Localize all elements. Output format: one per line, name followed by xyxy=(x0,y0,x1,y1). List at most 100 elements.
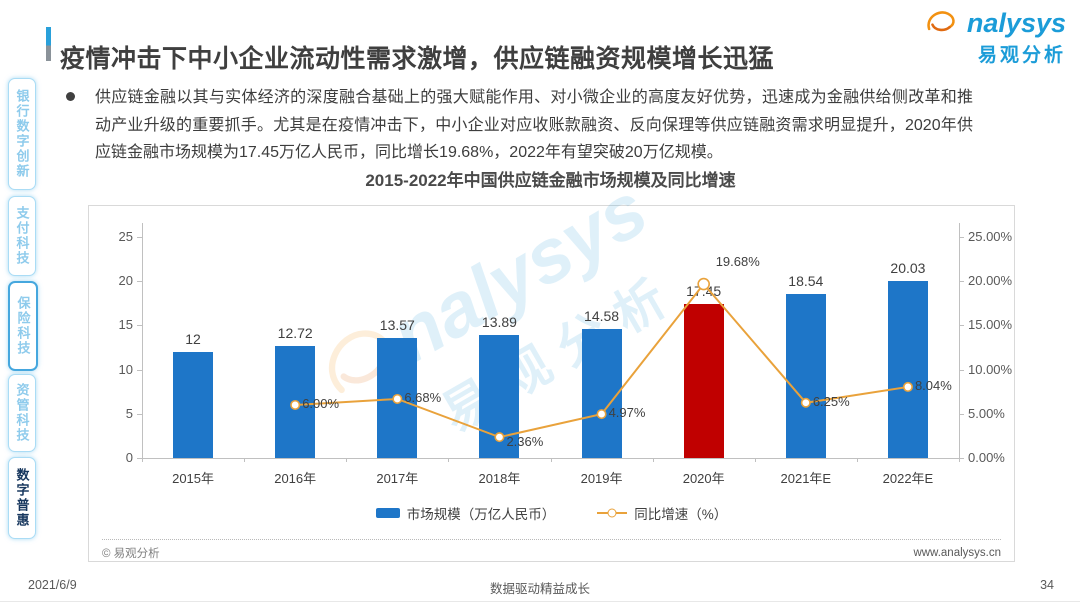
title-accent-bar xyxy=(46,27,51,61)
left-axis-tick-label: 15 xyxy=(118,317,133,333)
right-axis-tick-label: 10.00% xyxy=(968,361,1013,377)
x-axis-tick-mark xyxy=(142,458,143,462)
bar-2015年 xyxy=(173,351,214,458)
x-axis-label: 2021年E xyxy=(780,471,832,486)
x-axis-label: 2017年 xyxy=(376,471,419,486)
analysys-website-link[interactable]: www.analysys.cn xyxy=(913,547,1001,559)
chart-legend: 市场规模（万亿人民币） 同比增速（%） xyxy=(89,503,1014,523)
legend-line-label: 同比增速（%） xyxy=(634,507,728,522)
bar-value-label: 20.03 xyxy=(890,259,926,276)
right-axis-tick-mark xyxy=(959,281,964,283)
right-axis-line xyxy=(959,223,960,458)
growth-point-marker xyxy=(800,397,811,408)
x-axis-label: 2020年 xyxy=(682,471,725,486)
x-axis-tick-mark xyxy=(346,458,348,462)
bar-value-label: 18.54 xyxy=(788,273,824,290)
x-axis-label: 2019年 xyxy=(580,471,623,486)
page-title: 疫情冲击下中小企业流动性需求激增，供应链融资规模增长迅猛 xyxy=(60,44,775,73)
right-axis-tick-label: 5.00% xyxy=(968,405,1005,421)
right-axis-tick-mark xyxy=(959,237,964,238)
bar-value-label: 13.89 xyxy=(481,314,517,331)
legend-item-growth-rate: 同比增速（%） xyxy=(597,503,727,523)
growth-line-svg xyxy=(290,277,913,443)
right-axis-tick-label: 15.00% xyxy=(968,317,1013,333)
legend-line-swatch xyxy=(597,508,628,518)
x-axis-tick-mark xyxy=(856,458,858,462)
sidebar-tab-insurance-tech[interactable]: 保险科技 xyxy=(8,281,38,371)
bar-2022年E xyxy=(887,280,928,458)
growth-value-label: 6.00% xyxy=(302,395,340,411)
growth-value-label: 2.36% xyxy=(506,434,544,450)
left-axis-line xyxy=(142,223,143,458)
x-axis-tick-mark xyxy=(244,458,246,462)
x-axis-label: 2016年 xyxy=(274,471,317,486)
growth-point-marker xyxy=(902,381,913,392)
bar-value-label: 14.58 xyxy=(584,308,620,325)
analysys-logo: nalysys 易观分析 xyxy=(927,8,1066,67)
growth-point-marker xyxy=(290,399,301,410)
bar-value-label: 13.57 xyxy=(379,317,415,334)
left-axis-tick-mark xyxy=(137,237,142,238)
growth-value-label: 6.68% xyxy=(404,389,442,405)
legend-bar-label: 市场规模（万亿人民币） xyxy=(406,507,556,522)
x-axis-label: 2018年 xyxy=(478,471,521,486)
footer-page-number: 34 xyxy=(1040,578,1054,592)
growth-point-marker xyxy=(697,277,710,291)
right-axis-tick-mark xyxy=(959,325,964,327)
footer-slogan: 数据驱动精益成长 xyxy=(489,582,590,596)
right-axis-tick-label: 20.00% xyxy=(968,273,1013,289)
right-axis-tick-mark xyxy=(959,413,964,415)
left-axis-tick-mark xyxy=(137,325,142,327)
legend-bar-swatch xyxy=(375,508,400,518)
growth-point-marker xyxy=(494,432,505,443)
growth-value-label: 6.25% xyxy=(812,393,850,409)
x-axis-label: 2015年 xyxy=(172,471,215,486)
right-axis-tick-mark xyxy=(959,458,964,459)
left-axis-tick-mark xyxy=(137,369,142,371)
bar-2020年 xyxy=(683,303,724,458)
x-axis-tick-mark xyxy=(754,458,756,462)
bullet-icon xyxy=(66,92,75,101)
growth-point-marker xyxy=(392,393,403,404)
left-axis-tick-mark xyxy=(137,413,142,415)
logo-brand-text: nalysys xyxy=(966,8,1066,38)
left-axis-tick-label: 0 xyxy=(125,450,133,465)
chart-container: nalysys 易观分析 0 5 10 15 20 25 0.00% 5.00% 10.00% 1… xyxy=(88,167,1015,562)
left-axis-tick-mark xyxy=(137,458,142,459)
growth-value-label: 4.97% xyxy=(608,405,646,421)
left-axis-tick-label: 25 xyxy=(118,229,133,244)
bar-value-label: 12 xyxy=(185,330,201,347)
left-axis-tick-mark xyxy=(137,281,142,283)
logo-brand-cn: 易观分析 xyxy=(977,45,1066,66)
bar-2019年 xyxy=(581,329,622,458)
sidebar-tab-payment-tech[interactable]: 支付科技 xyxy=(8,196,36,276)
x-axis-tick-mark xyxy=(652,458,654,462)
right-axis-tick-label: 25.00% xyxy=(968,229,1013,244)
chart-source-credit: © 易观分析 xyxy=(102,548,160,560)
x-axis-tick-mark xyxy=(550,458,552,462)
logo-swoosh-icon xyxy=(924,8,958,43)
growth-point-marker xyxy=(596,409,607,420)
summary-paragraph: 供应链金融以其与实体经济的深度融合基础上的强大赋能作用、对小微企业的高度友好优势… xyxy=(95,89,973,161)
legend-item-market-scale: 市场规模（万亿人民币） xyxy=(375,503,556,523)
right-axis-tick-label: 0.00% xyxy=(968,450,1005,465)
sidebar-tab-digital-inclusion[interactable]: 数字普惠 xyxy=(8,457,36,539)
chart-title: 2015-2022年中国供应链金融市场规模及同比增速 xyxy=(365,171,736,190)
bar-2021年E xyxy=(785,294,826,458)
footer-date: 2021/6/9 xyxy=(28,578,77,592)
left-axis-tick-label: 5 xyxy=(125,405,133,421)
right-axis-tick-mark xyxy=(959,369,964,371)
growth-value-label: 19.68% xyxy=(715,254,760,270)
x-axis-tick-mark xyxy=(959,458,960,462)
left-axis-tick-label: 10 xyxy=(118,361,133,377)
sidebar-tab-asset-mgmt-tech[interactable]: 资管科技 xyxy=(8,374,36,452)
x-axis-tick-mark xyxy=(448,458,450,462)
bar-value-label: 12.72 xyxy=(277,324,313,341)
chart-footer-separator xyxy=(102,539,1001,540)
growth-value-label: 8.04% xyxy=(914,377,952,393)
left-axis-tick-label: 20 xyxy=(118,273,133,289)
slide-bottom-edge xyxy=(0,601,1080,602)
x-axis-label: 2022年E xyxy=(882,471,934,486)
sidebar-tab-bank-digital-innovation[interactable]: 银行数字创新 xyxy=(8,78,36,190)
